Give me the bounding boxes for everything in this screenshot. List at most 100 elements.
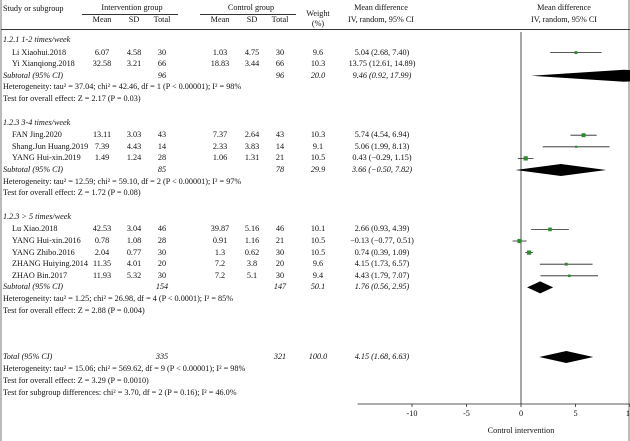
overall-effect-text: Test for overall effect: Z = 2.17 (P = 0… (3, 94, 141, 103)
study-sd-control: 0.62 (244, 247, 260, 257)
total-label: Total (95% CI) (3, 352, 53, 361)
subtotal-weight: 50.1 (310, 282, 326, 292)
study-total-intervention: 43 (157, 130, 167, 140)
header-total-i: Total (153, 15, 171, 24)
study-total-control: 30 (275, 47, 285, 57)
header-intervention-group: Intervention group (101, 3, 163, 12)
study-ci: 2.66 (0.93, 4.39) (354, 224, 410, 234)
study-point (526, 250, 532, 255)
study-sd-intervention: 5.32 (126, 270, 142, 280)
study-ci: 5.04 (2.68, 7.40) (354, 47, 410, 57)
study-total-intervention: 14 (157, 141, 167, 151)
total-overall-effect-text: Test for overall effect: Z = 3.29 (P = 0… (3, 376, 149, 385)
study-sd-intervention: 4.43 (126, 141, 142, 151)
study-total-intervention: 46 (157, 224, 167, 234)
study-mean-control: 1.06 (212, 153, 228, 163)
study-weight: 10.3 (310, 59, 326, 69)
study-point (581, 133, 586, 138)
study-mean-control: 7.2 (214, 259, 226, 269)
study-sd-intervention: 4.58 (126, 47, 142, 57)
study-ci: 5.06 (1.99, 8.13) (354, 141, 410, 151)
study-weight: 9.1 (312, 141, 324, 151)
study-total-control: 14 (275, 141, 285, 151)
x-tick-label: -5 (463, 409, 470, 418)
study-weight: 10.1 (310, 224, 326, 234)
pooled-diamond (515, 164, 607, 176)
study-ci: 0.74 (0.39, 1.09) (354, 247, 410, 257)
study-mean-control: 39.87 (210, 224, 230, 234)
study-sd-control: 4.75 (244, 47, 260, 57)
heterogeneity-text: Heterogeneity: tau² = 1.25; chi² = 26.98… (3, 294, 234, 303)
study-total-intervention: 28 (157, 236, 167, 245)
header-weight-unit: (%) (311, 19, 325, 28)
subtotal-total-control: 78 (275, 165, 285, 174)
study-mean-control: 7.37 (212, 130, 228, 140)
total-weight: 100.0 (308, 352, 328, 361)
study-weight: 10.5 (310, 247, 326, 257)
study-total-intervention: 66 (157, 59, 167, 69)
study-sd-intervention: 1.08 (126, 236, 142, 245)
study-sd-intervention: 3.21 (126, 59, 142, 69)
subtotal-total-intervention: 96 (157, 70, 167, 80)
study-mean-control: 0.91 (212, 236, 228, 245)
header-mean-c: Mean (210, 15, 230, 24)
study-ci: −0.13 (−0.77, 0.51) (350, 236, 414, 245)
study-total-control: 46 (275, 224, 285, 234)
study-sd-control: 1.31 (244, 153, 260, 163)
study-mean-control: 1.03 (212, 47, 228, 57)
overall-effect-text: Test for overall effect: Z = 2.88 (P = 0… (3, 305, 145, 315)
study-ci: 13.75 (12.61, 14.89) (348, 59, 416, 69)
study-mean-intervention: 6.07 (94, 47, 110, 57)
study-point (548, 227, 552, 232)
study-name: ZHANG Huiying.2014 (12, 259, 88, 269)
subtotal-weight: 29.9 (310, 165, 326, 174)
study-mean-intervention: 7.39 (94, 141, 110, 151)
study-sd-control: 1.16 (244, 236, 260, 245)
overall-effect-text: Test for overall effect: Z = 1.72 (P = 0… (3, 188, 141, 198)
study-total-intervention: 30 (157, 247, 167, 257)
study-sd-control: 3.44 (244, 59, 260, 69)
study-weight: 9.4 (312, 270, 324, 280)
header-rule-bottom (1, 29, 630, 30)
study-mean-intervention: 2.04 (94, 247, 110, 257)
subtotal-ci: 3.66 (−0.50, 7.82) (351, 165, 413, 174)
study-mean-intervention: 11.93 (92, 270, 112, 280)
x-tick-label: 5 (573, 409, 578, 418)
study-sd-control: 2.64 (244, 130, 260, 140)
study-sd-control: 5.1 (246, 270, 258, 280)
study-mean-control: 2.33 (212, 141, 228, 151)
study-mean-intervention: 1.49 (94, 153, 110, 163)
study-sd-intervention: 1.24 (126, 153, 142, 163)
header-md-right-sub: IV, random, 95% CI (530, 15, 598, 24)
subgroup-title: 1.2.3 > 5 times/week (3, 211, 72, 221)
subgroup-title: 1.2.3 3-4 times/week (3, 117, 71, 127)
study-total-intervention: 30 (157, 47, 167, 57)
study-total-control: 30 (275, 247, 285, 257)
study-total-control: 20 (275, 259, 285, 269)
x-axis-caption: Control intervention (487, 426, 555, 435)
study-point (574, 51, 578, 55)
study-name: Lu Xiao.2018 (12, 224, 58, 234)
header-control-group: Control group (227, 3, 275, 12)
study-weight: 9.6 (312, 259, 324, 269)
study-point (575, 145, 578, 148)
header-study: Study or subgroup (3, 4, 64, 13)
subtotal-total-control: 147 (273, 282, 287, 292)
subtotal-label: Subtotal (95% CI) (3, 282, 64, 292)
study-ci: 4.43 (1.79, 7.07) (354, 270, 410, 280)
study-weight: 10.3 (310, 130, 326, 140)
study-name: Yi Xianqiong.2018 (12, 59, 75, 69)
study-ci: 4.15 (1.73, 6.57) (354, 259, 410, 269)
subgroup-title: 1.2.1 1-2 times/week (3, 35, 71, 44)
total-ci: 4.15 (1.68, 6.63) (354, 352, 410, 361)
subtotal-label: Subtotal (95% CI) (3, 70, 64, 80)
study-mean-intervention: 0.78 (94, 236, 110, 245)
total-intervention: 335 (155, 352, 169, 361)
study-sd-intervention: 0.77 (126, 247, 142, 257)
header-sd-c: SD (246, 15, 258, 24)
subtotal-ci: 9.46 (0.92, 17.99) (352, 70, 412, 80)
study-sd-control: 5.16 (244, 224, 260, 234)
study-mean-intervention: 42.53 (92, 224, 112, 234)
